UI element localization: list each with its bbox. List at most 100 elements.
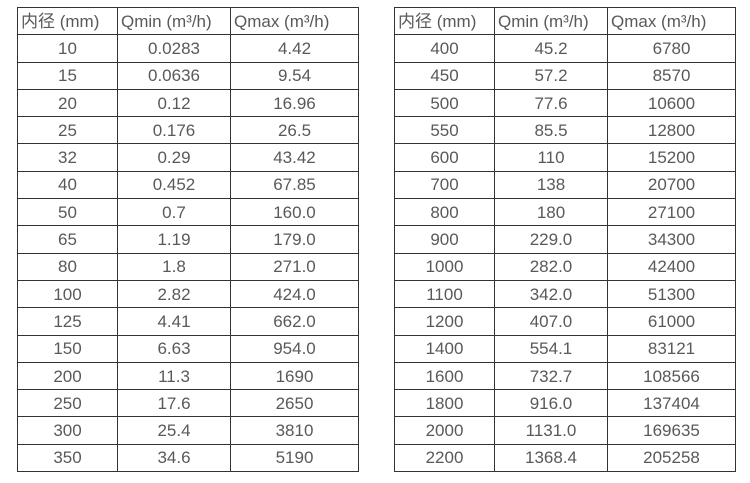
table-row: 600 110 15200 <box>394 143 736 172</box>
table-row: 80 1.8 271.0 <box>17 252 359 281</box>
column-header: 内径 (mm) <box>394 6 495 36</box>
cell: 550 <box>394 116 495 145</box>
table-row: 250 17.6 2650 <box>17 389 359 418</box>
cell: 57.2 <box>494 61 608 90</box>
table-row: 400 45.2 6780 <box>394 34 736 63</box>
cell: 40 <box>17 170 118 200</box>
cell: 85.5 <box>494 116 608 145</box>
cell: 342.0 <box>494 279 608 309</box>
cell: 554.1 <box>494 334 608 363</box>
table-row: 32 0.29 43.42 <box>17 143 359 172</box>
cell: 1100 <box>394 279 495 309</box>
cell: 1.19 <box>117 225 231 254</box>
cell: 138 <box>494 170 608 200</box>
cell: 407.0 <box>494 307 608 336</box>
cell: 600 <box>394 143 495 172</box>
cell: 6.63 <box>117 334 231 363</box>
cell: 9.54 <box>230 61 359 90</box>
cell: 10600 <box>607 88 736 118</box>
cell: 1600 <box>394 361 495 391</box>
table-header: 内径 (mm) Qmin (m³/h) Qmax (m³/h) <box>394 6 736 36</box>
cell: 180 <box>494 198 608 227</box>
cell: 65 <box>17 225 118 254</box>
cell: 1690 <box>230 361 359 391</box>
cell: 800 <box>394 198 495 227</box>
table-row: 1400 554.1 83121 <box>394 334 736 363</box>
table-row: 125 4.41 662.0 <box>17 307 359 336</box>
table-row: 10 0.0283 4.42 <box>17 34 359 63</box>
cell: 160.0 <box>230 198 359 227</box>
cell: 45.2 <box>494 34 608 63</box>
cell: 500 <box>394 88 495 118</box>
table-row: 700 138 20700 <box>394 170 736 200</box>
cell: 1131.0 <box>494 416 608 445</box>
cell: 10 <box>17 34 118 63</box>
cell: 4.42 <box>230 34 359 63</box>
table-row: 20 0.12 16.96 <box>17 88 359 118</box>
cell: 424.0 <box>230 279 359 309</box>
header-row: 内径 (mm) Qmin (m³/h) Qmax (m³/h) <box>394 6 736 36</box>
table-row: 1100 342.0 51300 <box>394 279 736 309</box>
cell: 2650 <box>230 389 359 418</box>
table-row: 1000 282.0 42400 <box>394 252 736 281</box>
flow-spec-tables-container: 内径 (mm) Qmin (m³/h) Qmax (m³/h) 10 0.0283 4.… <box>17 6 736 473</box>
cell: 205258 <box>607 443 736 473</box>
table-row: 1200 407.0 61000 <box>394 307 736 336</box>
cell: 350 <box>17 443 118 473</box>
table-row: 2200 1368.4 205258 <box>394 443 736 473</box>
table-header: 内径 (mm) Qmin (m³/h) Qmax (m³/h) <box>17 6 359 36</box>
cell: 25.4 <box>117 416 231 445</box>
flow-spec-table-small-diameters: 内径 (mm) Qmin (m³/h) Qmax (m³/h) 10 0.0283 4.… <box>17 6 359 473</box>
cell: 1.8 <box>117 252 231 281</box>
cell: 1368.4 <box>494 443 608 473</box>
cell: 4.41 <box>117 307 231 336</box>
cell: 17.6 <box>117 389 231 418</box>
cell: 34300 <box>607 225 736 254</box>
cell: 400 <box>394 34 495 63</box>
table-row: 500 77.6 10600 <box>394 88 736 118</box>
cell: 32 <box>17 143 118 172</box>
cell: 700 <box>394 170 495 200</box>
cell: 954.0 <box>230 334 359 363</box>
cell: 179.0 <box>230 225 359 254</box>
table-row: 300 25.4 3810 <box>17 416 359 445</box>
cell: 43.42 <box>230 143 359 172</box>
cell: 0.452 <box>117 170 231 200</box>
cell: 200 <box>17 361 118 391</box>
cell: 8570 <box>607 61 736 90</box>
cell: 900 <box>394 225 495 254</box>
header-row: 内径 (mm) Qmin (m³/h) Qmax (m³/h) <box>17 6 359 36</box>
table-row: 50 0.7 160.0 <box>17 198 359 227</box>
cell: 2.82 <box>117 279 231 309</box>
flow-spec-table-large-diameters: 内径 (mm) Qmin (m³/h) Qmax (m³/h) 400 45.2 678… <box>394 6 736 473</box>
cell: 16.96 <box>230 88 359 118</box>
cell: 12800 <box>607 116 736 145</box>
table-row: 550 85.5 12800 <box>394 116 736 145</box>
cell: 80 <box>17 252 118 281</box>
cell: 61000 <box>607 307 736 336</box>
cell: 27100 <box>607 198 736 227</box>
cell: 0.176 <box>117 116 231 145</box>
column-header: Qmin (m³/h) <box>494 6 608 36</box>
cell: 125 <box>17 307 118 336</box>
cell: 11.3 <box>117 361 231 391</box>
table-row: 15 0.0636 9.54 <box>17 61 359 90</box>
cell: 20700 <box>607 170 736 200</box>
column-header: 内径 (mm) <box>17 6 118 36</box>
cell: 0.29 <box>117 143 231 172</box>
table-row: 65 1.19 179.0 <box>17 225 359 254</box>
column-header: Qmax (m³/h) <box>230 6 359 36</box>
table-row: 200 11.3 1690 <box>17 361 359 391</box>
cell: 150 <box>17 334 118 363</box>
cell: 77.6 <box>494 88 608 118</box>
cell: 1000 <box>394 252 495 281</box>
cell: 450 <box>394 61 495 90</box>
cell: 110 <box>494 143 608 172</box>
table-row: 1600 732.7 108566 <box>394 361 736 391</box>
cell: 5190 <box>230 443 359 473</box>
table-row: 450 57.2 8570 <box>394 61 736 90</box>
cell: 51300 <box>607 279 736 309</box>
cell: 2000 <box>394 416 495 445</box>
cell: 15200 <box>607 143 736 172</box>
cell: 3810 <box>230 416 359 445</box>
